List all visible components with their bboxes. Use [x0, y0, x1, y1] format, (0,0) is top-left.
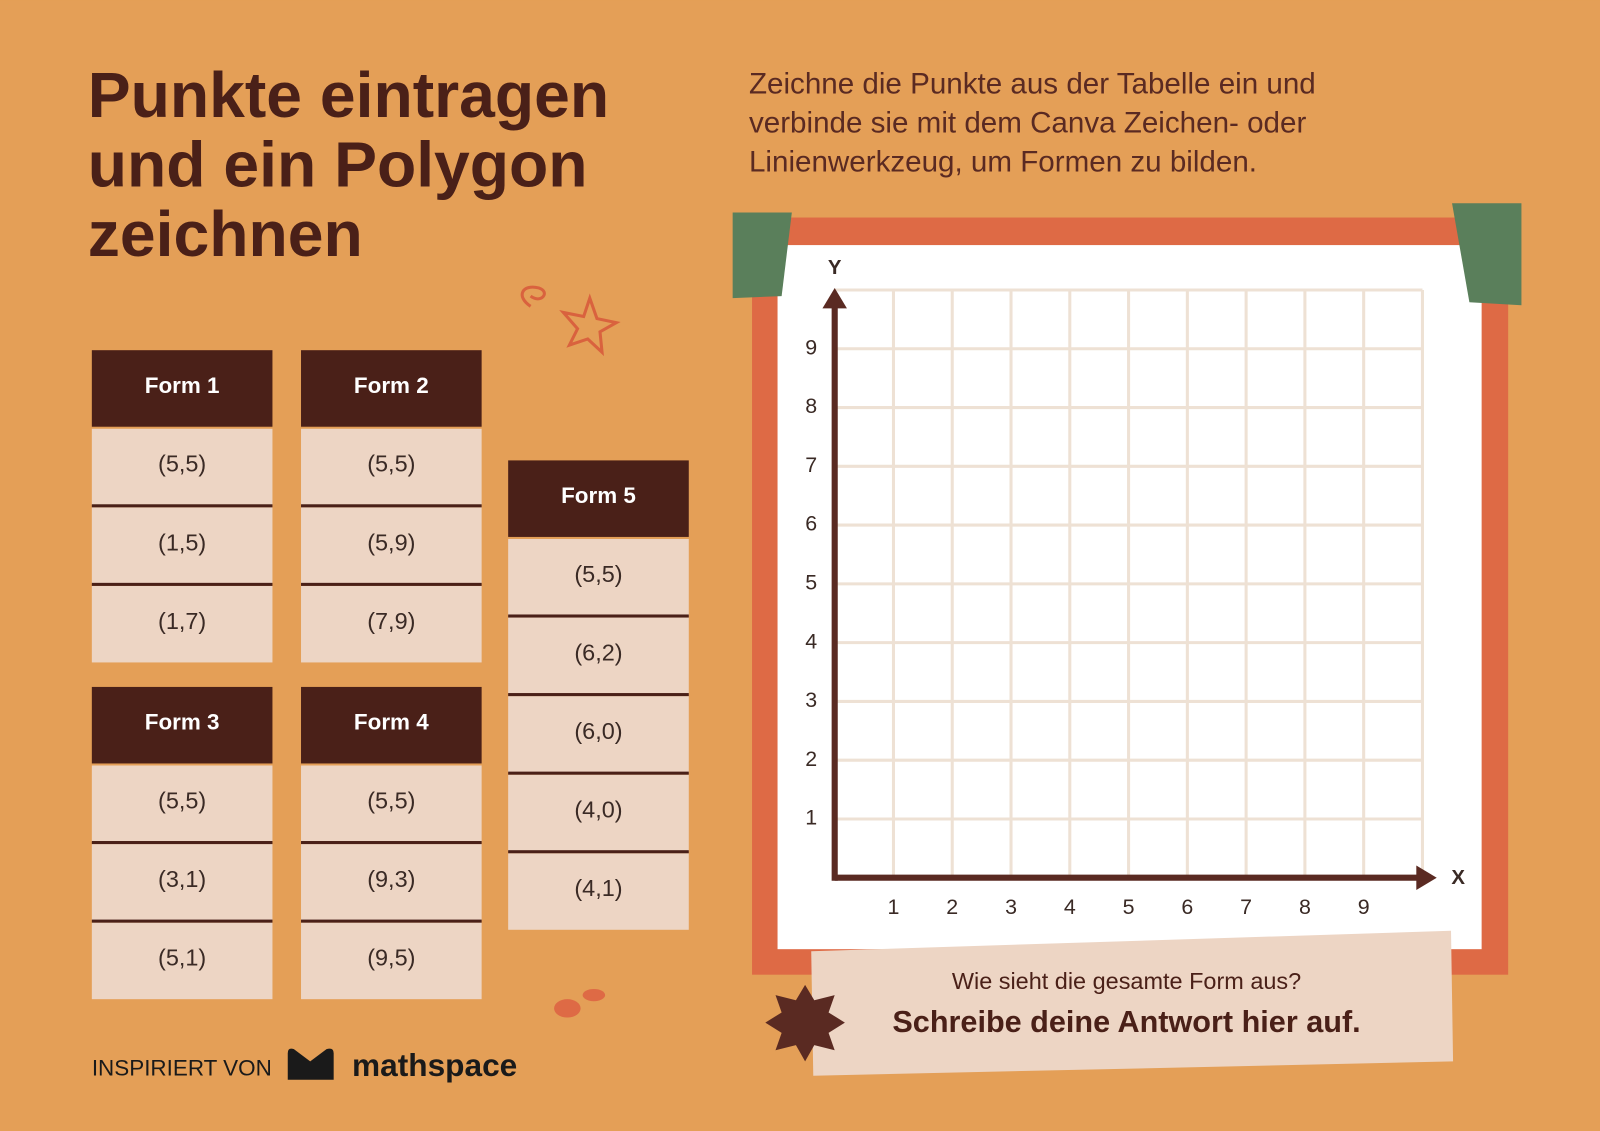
table-cell-text: (5,5) — [367, 787, 415, 813]
table-cell — [91, 428, 273, 506]
row-divider — [91, 504, 273, 508]
row-divider — [508, 771, 689, 775]
table-header-label: Form 1 — [145, 373, 220, 398]
y-tick-label: 6 — [805, 512, 817, 536]
table-cell — [301, 765, 482, 843]
instruction-line: verbinde sie mit dem Canva Zeichen- oder — [749, 106, 1306, 139]
table-cell — [91, 585, 273, 663]
tape — [1452, 203, 1522, 306]
table-header — [91, 350, 273, 427]
x-arrow — [1416, 865, 1437, 890]
table-cell — [91, 507, 273, 584]
x-tick-label: 4 — [1064, 895, 1076, 919]
x-tick-label: 7 — [1240, 895, 1252, 919]
table-header-label: Form 3 — [145, 710, 220, 735]
table-cell-text: (4,1) — [574, 875, 622, 901]
table-header — [301, 350, 482, 427]
table-cell-text: (5,1) — [158, 945, 206, 971]
x-axis-label: X — [1451, 867, 1465, 889]
y-tick-label: 4 — [805, 629, 817, 653]
table-cell — [91, 765, 273, 843]
table-cell-text: (7,9) — [367, 608, 415, 634]
x-tick-label: 9 — [1358, 895, 1370, 919]
y-tick-label: 1 — [805, 806, 817, 830]
title-line: Punkte eintragen — [88, 59, 609, 131]
table-cell-text: (5,5) — [158, 451, 206, 477]
x-tick-label: 5 — [1123, 895, 1135, 919]
table-cell — [508, 853, 689, 930]
table-cell-text: (1,7) — [158, 608, 206, 634]
y-tick-label: 2 — [805, 747, 817, 771]
y-tick-label: 3 — [805, 688, 817, 712]
brand-logo — [287, 1048, 334, 1080]
table-cell — [91, 844, 273, 921]
table-cell — [301, 585, 482, 663]
coordinate-grid: 1 2 3 4 5 6 7 8 9 1 2 3 4 5 6 7 8 9 X Y — [805, 257, 1465, 919]
table-header-label: Form 4 — [354, 710, 429, 735]
y-tick-label: 5 — [805, 571, 817, 595]
table-cell-text: (5,9) — [367, 529, 415, 555]
table-cell — [508, 617, 689, 695]
doodle-star — [559, 293, 621, 357]
badge — [765, 984, 845, 1062]
table-cell-text: (5,5) — [574, 561, 622, 587]
title-line: zeichnen — [88, 198, 363, 270]
row-divider — [91, 841, 273, 845]
table-cell — [508, 696, 689, 773]
doodle-dot — [582, 988, 606, 1002]
table-cell — [301, 922, 482, 1000]
credit: INSPIRIERT VON — [92, 1056, 272, 1081]
table-cell-text: (4,0) — [574, 797, 622, 823]
x-tick-label: 2 — [946, 895, 958, 919]
table-header — [508, 460, 689, 537]
table-cell — [301, 507, 482, 584]
brand: mathspace — [352, 1047, 517, 1083]
row-divider — [91, 919, 273, 923]
answer-box — [811, 930, 1454, 1076]
table-cell-text: (6,0) — [574, 718, 622, 744]
row-divider — [508, 693, 689, 697]
row-divider — [301, 582, 482, 586]
table-cell — [508, 774, 689, 852]
row-divider — [301, 841, 482, 845]
row-divider — [301, 919, 482, 923]
x-tick-label: 8 — [1299, 895, 1311, 919]
doodle-swirl — [520, 285, 546, 308]
table-cell-text: (6,2) — [574, 639, 622, 665]
x-tick-label: 6 — [1181, 895, 1193, 919]
row-divider — [301, 504, 482, 508]
table-cell-text: (5,5) — [367, 451, 415, 477]
table-cell-text: (1,5) — [158, 529, 206, 555]
y-arrow — [822, 287, 847, 309]
table-cell — [301, 428, 482, 506]
table-header — [91, 686, 273, 764]
table-cell — [301, 844, 482, 921]
x-tick-label: 1 — [888, 895, 900, 919]
instruction-line: Linienwerkzeug, um Formen zu bilden. — [749, 145, 1257, 178]
y-tick-label: 8 — [805, 394, 817, 418]
y-tick-label: 9 — [805, 335, 817, 359]
y-axis-label: Y — [828, 257, 842, 279]
table-cell — [91, 922, 273, 1000]
table-header-label: Form 2 — [354, 373, 429, 398]
table-cell-text: (5,5) — [158, 787, 206, 813]
title-line: und ein Polygon — [88, 129, 588, 201]
table-cell-text: (9,3) — [367, 866, 415, 892]
table-cell-text: (9,5) — [367, 945, 415, 971]
table-header — [301, 686, 482, 764]
table-header-label: Form 5 — [561, 483, 636, 508]
table-cell-text: (3,1) — [158, 866, 206, 892]
row-divider — [508, 614, 689, 618]
x-tick-label: 3 — [1005, 895, 1017, 919]
answer-question: Wie sieht die gesamte Form aus? — [952, 968, 1301, 994]
tape — [732, 212, 792, 299]
doodle-dot — [554, 999, 581, 1018]
table-cell — [508, 538, 689, 616]
instruction-line: Zeichne die Punkte aus der Tabelle ein u… — [749, 68, 1316, 101]
answer-prompt: Schreibe deine Antwort hier auf. — [892, 1005, 1360, 1039]
row-divider — [508, 850, 689, 854]
row-divider — [91, 582, 273, 586]
y-tick-label: 7 — [805, 453, 817, 477]
